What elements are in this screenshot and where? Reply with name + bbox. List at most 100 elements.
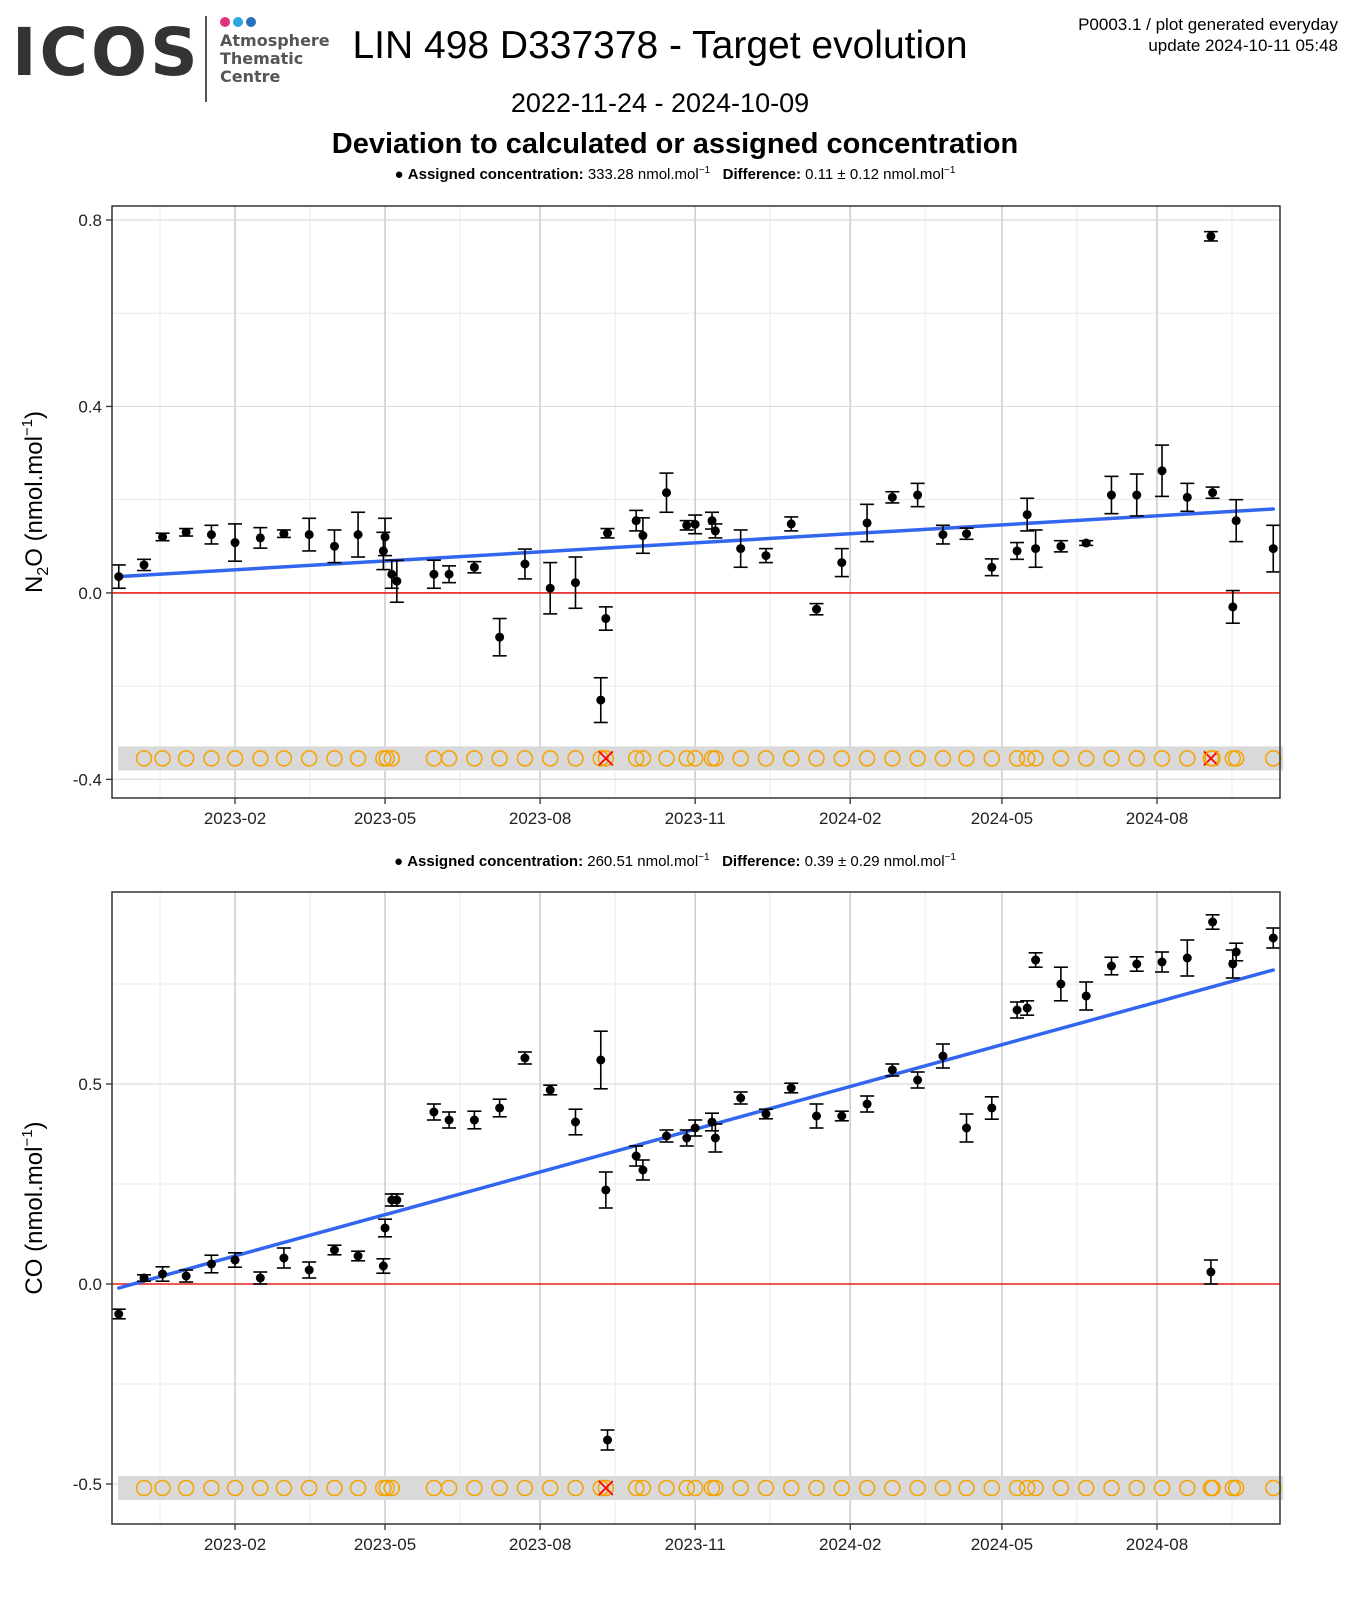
flag-layer <box>118 1476 1284 1500</box>
caption-difference-label: Difference: <box>722 166 801 183</box>
flag-ok-marker <box>1204 1479 1221 1497</box>
point-marker <box>596 1055 606 1065</box>
data-point <box>860 1095 875 1113</box>
flag-ok-marker <box>275 1479 293 1497</box>
flag-layer <box>118 746 1284 771</box>
point-marker <box>690 1123 700 1133</box>
flag-ok-marker <box>1008 750 1026 767</box>
point-marker <box>887 492 897 502</box>
point-marker <box>1031 955 1041 965</box>
data-point <box>179 1269 194 1283</box>
data-point <box>543 1084 558 1096</box>
flag-ok-marker <box>154 750 171 767</box>
data-point <box>442 565 457 584</box>
flag-ok-marker <box>378 750 395 767</box>
point-marker <box>603 1435 613 1445</box>
plot-subtitle: Deviation to calculated or assigned conc… <box>331 128 1019 160</box>
x-tick-label: 2023-05 <box>354 809 416 828</box>
data-point <box>809 602 824 616</box>
data-point <box>659 1129 674 1143</box>
point-marker <box>495 1103 505 1113</box>
flag-ok-marker <box>884 1479 901 1497</box>
caption-difference-exponent: −1 <box>944 852 956 863</box>
axis-layer: 2023-02 2023-05 2023-08 2023-11 2024-02 2024-… <box>73 1075 1188 1554</box>
flag-ok-marker <box>1052 750 1070 767</box>
flag-ok-marker <box>1179 750 1196 767</box>
flag-ok-marker <box>1052 1479 1070 1497</box>
caption-assigned-label: Assigned concentration: <box>407 853 584 870</box>
caption-difference-label: Difference: <box>722 853 801 870</box>
y-tick-label: 0.0 <box>78 584 102 603</box>
flag-ok-marker <box>275 750 293 767</box>
data-point <box>598 606 613 631</box>
trend-line <box>116 507 1276 579</box>
point-layer <box>111 913 1281 1451</box>
flag-ok-marker <box>1027 750 1044 767</box>
data-point <box>629 1145 644 1167</box>
point-marker <box>962 1123 972 1133</box>
x-tick-label: 2024-05 <box>971 1535 1033 1554</box>
flag-ok-marker <box>782 750 800 767</box>
flag-ok-marker <box>440 750 458 767</box>
plot-frame <box>111 205 1281 799</box>
logo-line-atmosphere: Atmosphere <box>220 31 330 50</box>
flag-band <box>118 1476 1284 1500</box>
flag-ok-marker <box>1227 1479 1245 1497</box>
data-point <box>935 1043 950 1069</box>
point-marker <box>1231 947 1241 957</box>
flag-band <box>118 746 1284 771</box>
data-point <box>635 1159 650 1181</box>
data-point <box>1079 538 1094 548</box>
point-marker <box>380 1223 390 1233</box>
data-point <box>1129 956 1144 972</box>
flag-ok-marker <box>732 750 749 767</box>
flag-ok-marker <box>707 750 724 767</box>
point-marker <box>1056 979 1066 989</box>
major-gridlines <box>112 206 1280 798</box>
flag-ok-marker <box>226 750 244 767</box>
caption-assigned-exponent: −1 <box>698 165 711 176</box>
point-marker <box>638 531 648 541</box>
flag-ok-marker <box>958 750 975 767</box>
data-point <box>860 503 875 543</box>
data-point <box>598 1171 613 1209</box>
point-marker <box>710 1133 720 1143</box>
data-point <box>1203 1259 1218 1285</box>
data-point <box>959 1113 974 1143</box>
data-point <box>204 524 219 545</box>
flag-rejected-marker <box>598 750 614 767</box>
flag-ok-marker <box>627 750 645 767</box>
data-point <box>1053 966 1068 1002</box>
data-point <box>137 558 152 572</box>
point-marker <box>1206 231 1216 241</box>
data-point <box>629 509 644 532</box>
flag-ok-marker <box>833 750 851 767</box>
caption-assigned-label: Assigned concentration: <box>407 166 584 183</box>
point-marker <box>387 569 397 579</box>
point-marker <box>1231 516 1241 526</box>
point-marker <box>181 1271 191 1281</box>
flag-ok-marker <box>678 750 695 767</box>
point-marker <box>1268 933 1278 943</box>
data-point <box>1010 541 1025 561</box>
data-point <box>1053 539 1068 553</box>
data-point <box>228 1251 243 1269</box>
data-point <box>1079 981 1094 1011</box>
generation-info: P0003.1 / plot generated everyday update… <box>1078 14 1338 56</box>
data-point <box>1203 230 1218 242</box>
point-marker <box>520 559 530 569</box>
flag-ok-marker <box>833 1479 851 1497</box>
data-point <box>327 529 342 564</box>
data-point <box>1104 956 1119 976</box>
flag-ok-marker <box>203 750 220 767</box>
point-marker <box>987 1103 997 1113</box>
data-point <box>1180 939 1195 977</box>
x-tick-label: 2023-08 <box>509 809 571 828</box>
flag-rejected-marker <box>598 1480 614 1496</box>
flag-ok-marker <box>592 750 610 767</box>
point-marker <box>862 518 872 528</box>
n2o-caption: ● Assigned concentration: 333.28 nmol.mo… <box>0 165 1350 183</box>
flag-ok-marker <box>567 1479 584 1497</box>
flag-ok-marker <box>1018 750 1036 767</box>
flag-ok-marker <box>226 1479 244 1497</box>
